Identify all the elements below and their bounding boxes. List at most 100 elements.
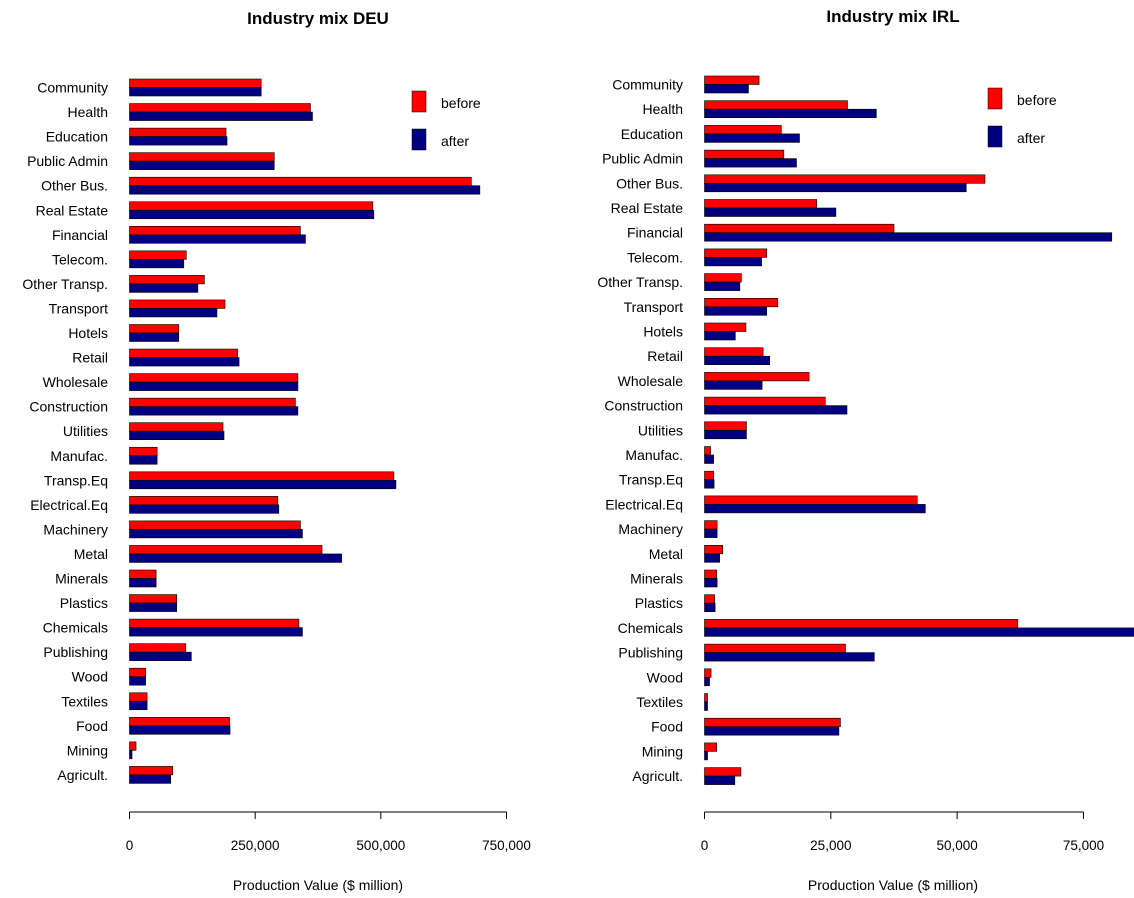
legend-label-after: after — [441, 133, 469, 149]
legend-label-after: after — [1017, 130, 1045, 146]
bar-before — [129, 741, 137, 751]
bar-after — [704, 331, 736, 341]
bar-before — [129, 373, 299, 383]
category-label: Education — [621, 126, 683, 142]
bar-after — [704, 84, 749, 94]
bar-group — [704, 75, 1134, 785]
bar-after — [704, 676, 710, 687]
bar-before — [704, 199, 817, 209]
category-labels: Community Health Education Public Admin Othe… — [597, 77, 683, 785]
x-tick-label: 0 — [701, 838, 709, 853]
bar-before — [129, 446, 158, 457]
bar-before — [704, 100, 848, 110]
bar-before — [129, 643, 187, 653]
category-label: Transport — [49, 300, 109, 316]
bar-after — [129, 602, 178, 612]
category-label: Construction — [604, 398, 683, 414]
category-label: Utilities — [638, 422, 683, 438]
category-label: Textiles — [61, 693, 108, 709]
bar-before — [704, 767, 742, 777]
bar-after — [129, 111, 313, 121]
bar-before — [704, 668, 712, 678]
bar-after — [704, 133, 800, 143]
bar-after — [129, 160, 275, 170]
category-label: Plastics — [635, 595, 683, 611]
bar-before — [704, 347, 764, 357]
x-axis: 0 250,000 500,000 750,000 — [126, 811, 531, 853]
bar-before — [704, 569, 717, 579]
category-label: Wholesale — [43, 374, 109, 390]
x-tick-label: 250,000 — [231, 838, 280, 853]
bar-after — [129, 234, 306, 244]
category-label: Construction — [29, 399, 108, 415]
bar-before — [129, 103, 311, 113]
x-tick-label: 75,000 — [1063, 838, 1104, 853]
bar-after — [704, 627, 1134, 637]
bar-after — [704, 355, 770, 366]
legend: before after — [411, 90, 481, 151]
bar-before — [704, 322, 747, 332]
category-label: Metal — [74, 546, 108, 562]
legend: before after — [987, 87, 1057, 148]
bar-before — [704, 520, 718, 530]
category-label: Wholesale — [618, 373, 684, 389]
bar-after — [704, 454, 714, 464]
bar-before — [704, 75, 760, 85]
bar-before — [129, 176, 472, 186]
bar-before — [704, 495, 918, 505]
bar-before — [129, 299, 226, 309]
category-label: Machinery — [618, 521, 683, 537]
bar-before — [704, 693, 708, 703]
category-label: Textiles — [636, 694, 683, 710]
bar-before — [129, 250, 187, 260]
bar-before — [704, 421, 747, 431]
legend-label-before: before — [1017, 92, 1057, 108]
bar-before — [129, 667, 146, 678]
bar-after — [704, 232, 1113, 242]
bar-after — [704, 281, 741, 291]
bar-after — [129, 676, 146, 686]
bar-after — [129, 504, 280, 514]
bar-after — [704, 158, 797, 168]
bar-after — [704, 504, 926, 514]
bar-after — [704, 183, 967, 193]
bar-before — [704, 594, 715, 604]
bar-after — [704, 207, 837, 217]
bar-after — [704, 652, 875, 662]
category-label: Metal — [649, 546, 683, 562]
category-label: Public Admin — [602, 151, 683, 167]
category-label: Mining — [642, 743, 683, 759]
category-label: Mining — [67, 742, 108, 758]
legend-swatch-before — [411, 90, 427, 113]
bar-after — [704, 751, 708, 761]
category-label: Agricult. — [57, 767, 108, 783]
bar-before — [129, 348, 238, 358]
bar-after — [704, 701, 708, 711]
bar-after — [704, 108, 877, 118]
x-tick-label: 750,000 — [482, 838, 531, 853]
bar-after — [704, 380, 763, 390]
x-tick-label: 0 — [126, 838, 134, 853]
category-label: Electrical.Eq — [605, 496, 683, 512]
category-label: Agricult. — [632, 768, 683, 784]
bar-before — [129, 275, 205, 285]
bar-before — [704, 149, 785, 159]
bar-before — [129, 520, 301, 530]
bar-after — [129, 774, 172, 784]
chart-panel-irl: Industry mix IRL Community Health Educatio… — [597, 7, 1134, 893]
bar-after — [129, 529, 303, 539]
category-label: Plastics — [60, 595, 108, 611]
category-label: Community — [612, 77, 683, 93]
category-label: Chemicals — [618, 620, 683, 636]
bar-before — [704, 223, 895, 233]
bar-after — [704, 726, 840, 736]
x-tick-label: 500,000 — [356, 838, 405, 853]
category-label: Other Bus. — [41, 178, 108, 194]
bar-before — [704, 372, 810, 382]
category-label: Minerals — [55, 571, 108, 587]
category-label: Wood — [647, 669, 683, 685]
chart-title: Industry mix DEU — [247, 9, 389, 28]
category-label: Chemicals — [43, 620, 108, 636]
bar-before — [129, 716, 230, 727]
bar-before — [129, 766, 174, 776]
